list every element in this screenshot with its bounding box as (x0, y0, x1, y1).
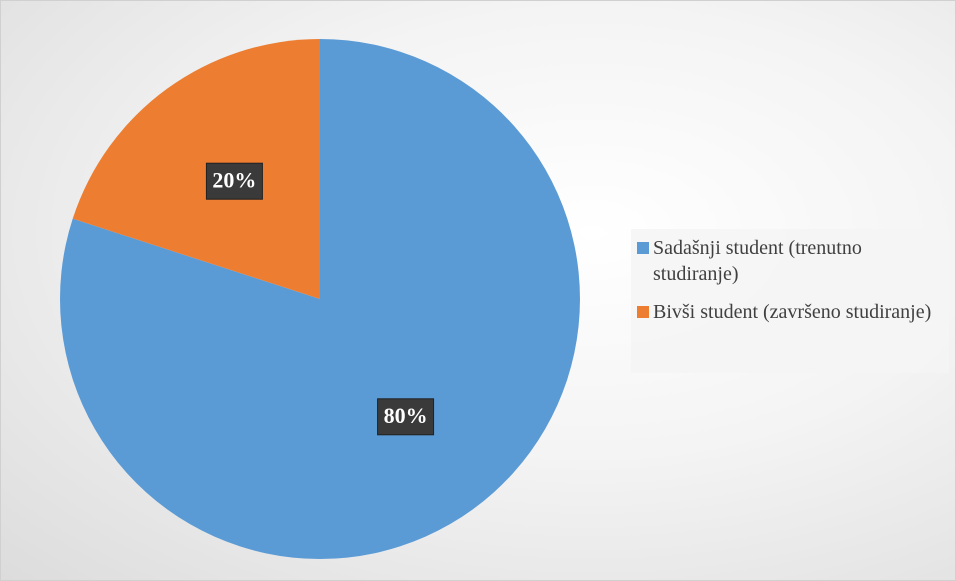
legend-item: Sadašnji student (trenutno studiranje) (637, 235, 943, 287)
legend-label: Sadašnji student (trenutno studiranje) (653, 237, 862, 285)
legend-label: Bivši student (završeno studiranje) (653, 301, 932, 323)
data-label-box (205, 162, 263, 200)
pie-slice (72, 39, 320, 299)
data-label: 20% (205, 162, 263, 200)
legend-swatch (637, 242, 649, 254)
data-label-text: 20% (212, 167, 256, 192)
legend-swatch (637, 306, 649, 318)
data-label-box (377, 398, 435, 436)
legend: Sadašnji student (trenutno studiranje) Bi… (631, 229, 949, 373)
data-label: 80% (377, 398, 435, 436)
data-label-text: 80% (384, 403, 428, 428)
legend-item: Bivši student (završeno studiranje) (637, 299, 943, 325)
